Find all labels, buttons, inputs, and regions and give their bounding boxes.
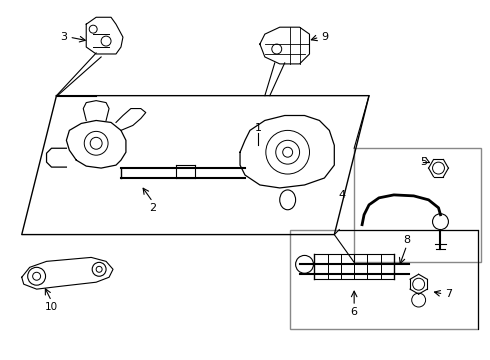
Text: 4: 4: [339, 190, 346, 200]
Text: 6: 6: [351, 307, 358, 317]
Text: 7: 7: [445, 289, 452, 299]
Text: 1: 1: [254, 123, 261, 134]
Text: 3: 3: [60, 32, 67, 42]
Bar: [354, 148, 481, 262]
Bar: [290, 230, 478, 329]
Text: 5: 5: [420, 157, 427, 167]
Text: 2: 2: [149, 203, 156, 213]
Text: 9: 9: [321, 32, 328, 42]
Text: 8: 8: [403, 234, 410, 244]
Text: 10: 10: [45, 302, 58, 312]
